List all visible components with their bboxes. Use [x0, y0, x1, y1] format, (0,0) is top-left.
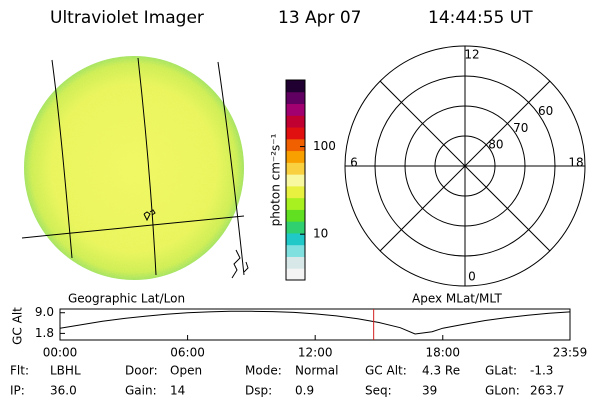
colorbar-segment [286, 268, 305, 281]
longitude-line [217, 61, 245, 276]
field-label: GLon: [485, 384, 520, 398]
field-value: Normal [295, 364, 338, 378]
colorbar-frame [285, 79, 306, 281]
field-value: LBHL [50, 364, 81, 378]
x-tick-label: 12:00 [298, 346, 333, 360]
colorbar-segment [286, 221, 305, 234]
field-value: 14 [170, 384, 185, 398]
latitude-line [21, 215, 245, 239]
field-label: Door: [125, 364, 158, 378]
time: 14:44:55 UT [428, 8, 533, 28]
mlt-label: 0 [468, 270, 476, 284]
coastline [231, 249, 249, 279]
colorbar-label: photon cm⁻²s⁻¹ [269, 133, 283, 226]
field-label: IP: [10, 384, 25, 398]
colorbar-segment [286, 232, 305, 246]
colorbar-segment [286, 185, 305, 199]
field-label: Gain: [125, 384, 157, 398]
colorbar-segment [286, 256, 305, 269]
x-tick-label: 00:00 [43, 346, 78, 360]
field-label: Dsp: [245, 384, 272, 398]
colorbar-segment [286, 174, 305, 187]
date: 13 Apr 07 [278, 8, 361, 28]
field-value: 263.7 [530, 384, 564, 398]
field-label: GLat: [485, 364, 517, 378]
field-label: Flt: [10, 364, 29, 378]
altitude-plot: GC Alt 9.0 1.8 00:00 06:00 12:00 18:00 23:59 [11, 305, 588, 359]
colorbar: photon cm⁻²s⁻¹ 10 100 [269, 79, 336, 281]
field-label: Mode: [245, 364, 282, 378]
mlt-label: 18 [568, 156, 583, 170]
colorbar-tick-label: 10 [313, 227, 328, 241]
field-label: GC Alt: [365, 364, 407, 378]
colorbar-segment [286, 209, 305, 222]
y-tick-label: 9.0 [35, 305, 54, 319]
colorbar-segment [286, 127, 305, 140]
field-value: 0.9 [295, 384, 314, 398]
field-label: Seq: [365, 384, 392, 398]
title: Ultraviolet Imager [50, 8, 204, 28]
earth-image: Geographic Lat/Lon [21, 56, 249, 306]
panel-label: Geographic Lat/Lon [68, 292, 185, 306]
field-value: -1.3 [530, 364, 553, 378]
field-value: 4.3 Re [422, 364, 460, 378]
latitude-label: 70 [513, 121, 528, 135]
longitude-line [137, 57, 157, 276]
field-value: Open [170, 364, 202, 378]
x-tick-label: 18:00 [425, 346, 460, 360]
colorbar-tick-label: 100 [313, 139, 336, 153]
altitude-line [59, 310, 571, 335]
colorbar-segment [286, 80, 305, 93]
colorbar-segment [286, 138, 305, 152]
x-tick-label: 06:00 [170, 346, 205, 360]
status-footer: Flt: LBHL Door: Open Mode: Normal GC Alt: 4.3 R… [10, 364, 564, 398]
mlt-spoke [379, 80, 551, 252]
field-value: 36.0 [50, 384, 77, 398]
y-axis-label: GC Alt [11, 307, 25, 345]
colorbar-segment [286, 150, 305, 163]
colorbar-segment [286, 91, 305, 105]
y-tick-label: 1.8 [35, 326, 54, 340]
latitude-label: 80 [488, 138, 503, 152]
colorbar-segment [286, 197, 305, 210]
colorbar-segment [286, 244, 305, 257]
coastline [143, 209, 156, 222]
mlt-label: 6 [350, 156, 358, 170]
colorbar-segment [286, 115, 305, 128]
colorbar-segment [286, 103, 305, 116]
latitude-label: 60 [538, 104, 553, 118]
x-tick-label: 23:59 [553, 346, 588, 360]
earth-texture [24, 56, 244, 280]
panel-label: Apex MLat/MLT [412, 292, 502, 306]
field-value: 39 [422, 384, 437, 398]
colorbar-segment [286, 162, 305, 175]
mlt-label: 12 [464, 48, 479, 62]
